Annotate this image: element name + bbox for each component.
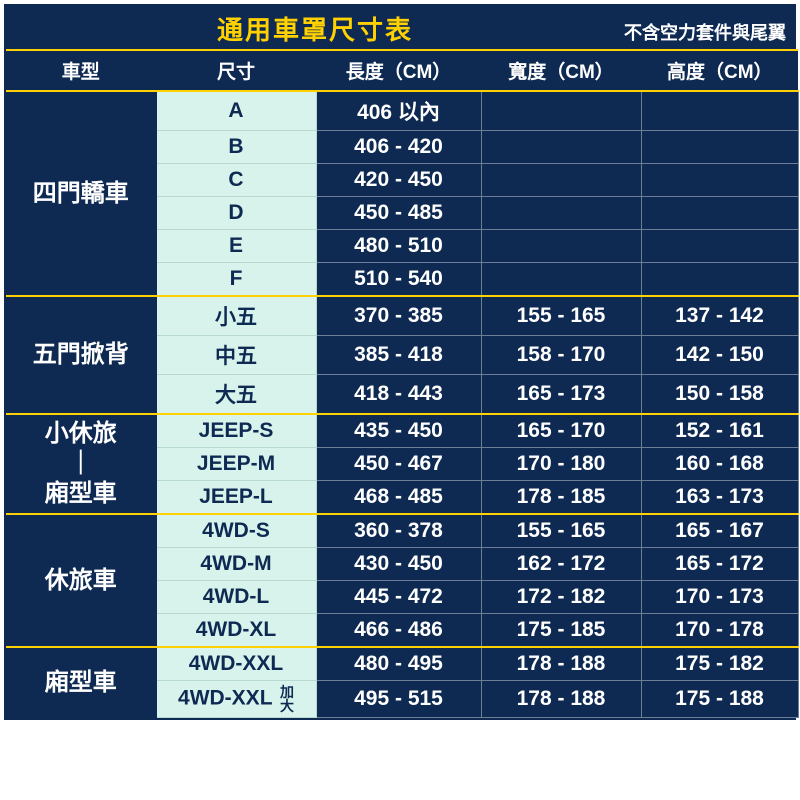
length-cell: 450 - 485 bbox=[316, 197, 481, 230]
col-type: 車型 bbox=[6, 50, 156, 91]
width-cell: 165 - 173 bbox=[481, 375, 641, 415]
height-cell: 163 - 173 bbox=[641, 481, 798, 515]
category-cell: 小休旅｜廂型車 bbox=[6, 414, 156, 514]
size-cell: F bbox=[156, 263, 316, 297]
length-cell: 435 - 450 bbox=[316, 414, 481, 448]
col-size: 尺寸 bbox=[156, 50, 316, 91]
table-row: 休旅車4WD-S360 - 378155 - 165165 - 167 bbox=[6, 514, 798, 548]
size-cell: JEEP-M bbox=[156, 448, 316, 481]
width-cell bbox=[481, 91, 641, 131]
width-cell: 162 - 172 bbox=[481, 548, 641, 581]
length-cell: 418 - 443 bbox=[316, 375, 481, 415]
height-cell bbox=[641, 197, 798, 230]
length-cell: 406 以內 bbox=[316, 91, 481, 131]
width-cell: 158 - 170 bbox=[481, 336, 641, 375]
size-cell: 4WD-L bbox=[156, 581, 316, 614]
height-cell: 152 - 161 bbox=[641, 414, 798, 448]
col-height: 高度（CM） bbox=[641, 50, 798, 91]
width-cell bbox=[481, 263, 641, 297]
length-cell: 445 - 472 bbox=[316, 581, 481, 614]
height-cell: 170 - 173 bbox=[641, 581, 798, 614]
width-cell bbox=[481, 131, 641, 164]
col-length: 長度（CM） bbox=[316, 50, 481, 91]
length-cell: 360 - 378 bbox=[316, 514, 481, 548]
length-cell: 430 - 450 bbox=[316, 548, 481, 581]
height-cell: 165 - 172 bbox=[641, 548, 798, 581]
size-table-container: 通用車罩尺寸表 不含空力套件與尾翼 車型 尺寸 長度（CM） 寬度（CM） 高度… bbox=[4, 4, 796, 720]
width-cell: 170 - 180 bbox=[481, 448, 641, 481]
table-row: 五門掀背小五370 - 385155 - 165137 - 142 bbox=[6, 296, 798, 336]
length-cell: 385 - 418 bbox=[316, 336, 481, 375]
size-cell: A bbox=[156, 91, 316, 131]
category-cell: 五門掀背 bbox=[6, 296, 156, 414]
length-cell: 468 - 485 bbox=[316, 481, 481, 515]
length-cell: 480 - 495 bbox=[316, 647, 481, 681]
size-cell: 4WD-XL bbox=[156, 614, 316, 648]
size-cell: JEEP-L bbox=[156, 481, 316, 515]
size-cell: 小五 bbox=[156, 296, 316, 336]
size-cell: D bbox=[156, 197, 316, 230]
height-cell: 165 - 167 bbox=[641, 514, 798, 548]
height-cell: 160 - 168 bbox=[641, 448, 798, 481]
length-cell: 466 - 486 bbox=[316, 614, 481, 648]
width-cell: 155 - 165 bbox=[481, 296, 641, 336]
width-cell: 155 - 165 bbox=[481, 514, 641, 548]
width-cell: 175 - 185 bbox=[481, 614, 641, 648]
table-note: 不含空力套件與尾翼 bbox=[624, 19, 794, 49]
table-row: 廂型車4WD-XXL480 - 495178 - 188175 - 182 bbox=[6, 647, 798, 681]
size-cell: 4WD-XXL bbox=[156, 647, 316, 681]
category-cell: 休旅車 bbox=[6, 514, 156, 647]
size-cell: JEEP-S bbox=[156, 414, 316, 448]
size-cell: 4WD-S bbox=[156, 514, 316, 548]
table-row: 四門轎車A406 以內 bbox=[6, 91, 798, 131]
title-row: 通用車罩尺寸表 不含空力套件與尾翼 bbox=[6, 6, 794, 49]
size-cell: 大五 bbox=[156, 375, 316, 415]
height-cell bbox=[641, 91, 798, 131]
size-cell: B bbox=[156, 131, 316, 164]
width-cell: 178 - 188 bbox=[481, 647, 641, 681]
height-cell: 137 - 142 bbox=[641, 296, 798, 336]
size-cell: 4WD-XXL 加大 bbox=[156, 681, 316, 718]
height-cell bbox=[641, 131, 798, 164]
width-cell bbox=[481, 197, 641, 230]
width-cell: 178 - 185 bbox=[481, 481, 641, 515]
table-body: 四門轎車A406 以內B406 - 420C420 - 450D450 - 48… bbox=[6, 91, 798, 718]
height-cell: 142 - 150 bbox=[641, 336, 798, 375]
category-cell: 四門轎車 bbox=[6, 91, 156, 296]
width-cell bbox=[481, 164, 641, 197]
length-cell: 450 - 467 bbox=[316, 448, 481, 481]
width-cell: 165 - 170 bbox=[481, 414, 641, 448]
height-cell: 175 - 188 bbox=[641, 681, 798, 718]
col-width: 寬度（CM） bbox=[481, 50, 641, 91]
length-cell: 420 - 450 bbox=[316, 164, 481, 197]
size-table: 車型 尺寸 長度（CM） 寬度（CM） 高度（CM） 四門轎車A406 以內B4… bbox=[6, 49, 799, 718]
height-cell bbox=[641, 164, 798, 197]
length-cell: 480 - 510 bbox=[316, 230, 481, 263]
height-cell: 150 - 158 bbox=[641, 375, 798, 415]
length-cell: 510 - 540 bbox=[316, 263, 481, 297]
table-row: 小休旅｜廂型車JEEP-S435 - 450165 - 170152 - 161 bbox=[6, 414, 798, 448]
size-cell: C bbox=[156, 164, 316, 197]
header-row: 車型 尺寸 長度（CM） 寬度（CM） 高度（CM） bbox=[6, 50, 798, 91]
height-cell: 175 - 182 bbox=[641, 647, 798, 681]
width-cell: 178 - 188 bbox=[481, 681, 641, 718]
height-cell bbox=[641, 263, 798, 297]
width-cell: 172 - 182 bbox=[481, 581, 641, 614]
length-cell: 370 - 385 bbox=[316, 296, 481, 336]
size-cell: E bbox=[156, 230, 316, 263]
length-cell: 495 - 515 bbox=[316, 681, 481, 718]
category-cell: 廂型車 bbox=[6, 647, 156, 718]
height-cell bbox=[641, 230, 798, 263]
width-cell bbox=[481, 230, 641, 263]
size-cell: 中五 bbox=[156, 336, 316, 375]
height-cell: 170 - 178 bbox=[641, 614, 798, 648]
size-cell: 4WD-M bbox=[156, 548, 316, 581]
table-title: 通用車罩尺寸表 bbox=[6, 6, 624, 49]
length-cell: 406 - 420 bbox=[316, 131, 481, 164]
